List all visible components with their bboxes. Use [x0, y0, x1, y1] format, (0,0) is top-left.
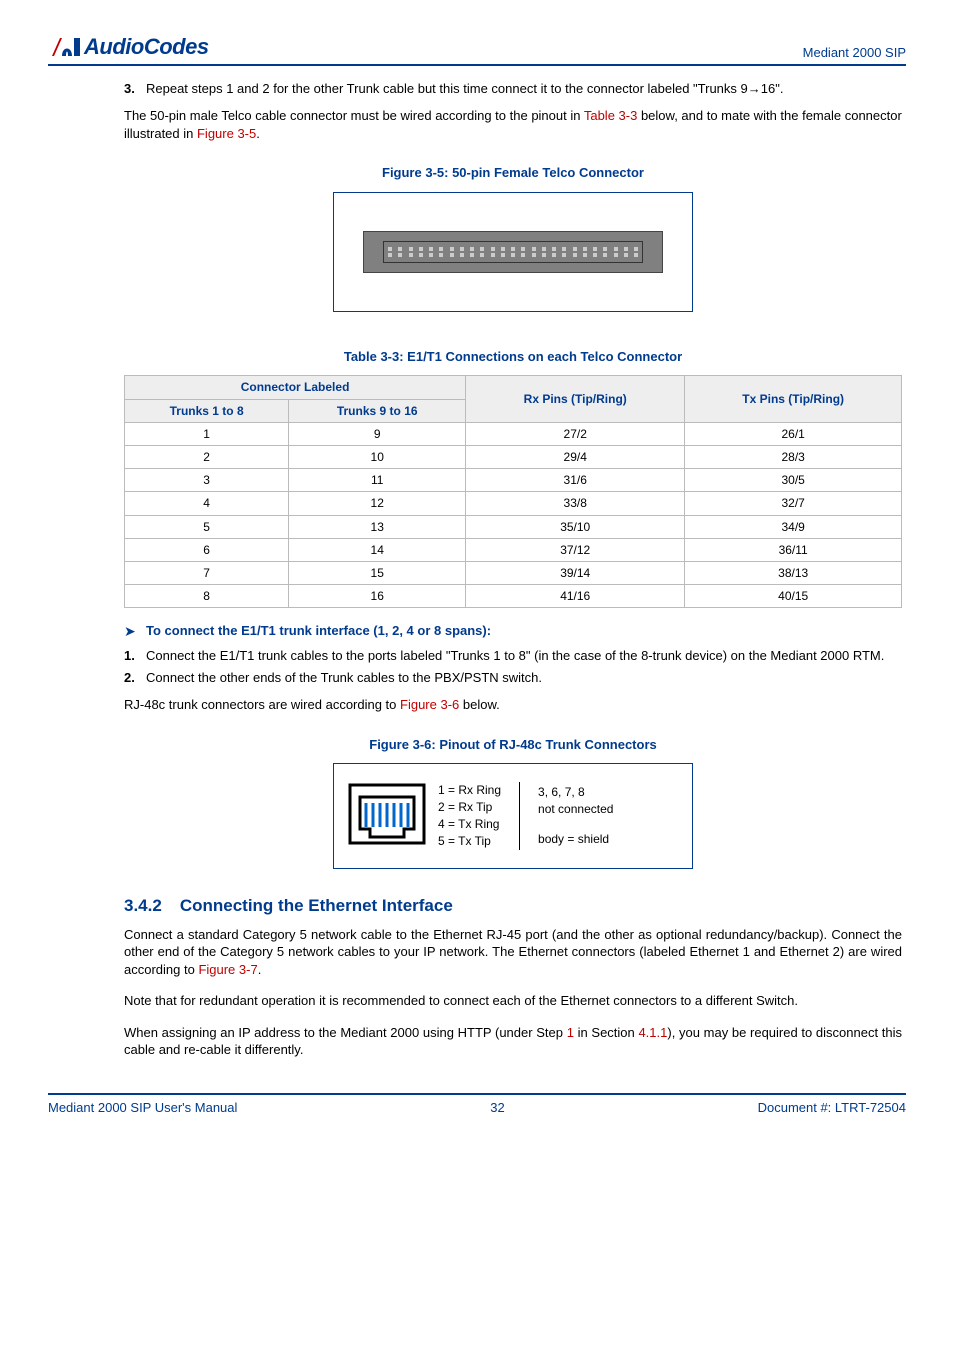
- step-2: 2. Connect the other ends of the Trunk c…: [124, 669, 902, 687]
- page-header: AudioCodes Mediant 2000 SIP: [48, 32, 906, 66]
- rj48-right-col: 3, 6, 7, 8 not connected body = shield: [538, 784, 613, 848]
- figure-3-6: 1 = Rx Ring 2 = Rx Tip 4 = Tx Ring 5 = T…: [333, 763, 693, 868]
- table-cell: 13: [289, 515, 466, 538]
- page-footer: Mediant 2000 SIP User's Manual 32 Docume…: [48, 1093, 906, 1117]
- table-cell: 2: [125, 445, 289, 468]
- footer-center: 32: [490, 1099, 504, 1117]
- table-cell: 11: [289, 469, 466, 492]
- header-product: Mediant 2000 SIP: [803, 44, 906, 62]
- th-trunks-9-16: Trunks 9 to 16: [289, 399, 466, 422]
- section-number: 3.4.2: [124, 896, 162, 915]
- table-cell: 3: [125, 469, 289, 492]
- ethernet-p1: Connect a standard Category 5 network ca…: [124, 926, 902, 979]
- step-number: 2.: [124, 669, 146, 687]
- table-cell: 27/2: [466, 422, 685, 445]
- figure-3-5: [333, 192, 693, 312]
- table-cell: 41/16: [466, 585, 685, 608]
- table-3-3-caption: Table 3-3: E1/T1 Connections on each Tel…: [124, 348, 902, 366]
- footer-right: Document #: LTRT-72504: [758, 1099, 906, 1117]
- table-3-3: Connector Labeled Rx Pins (Tip/Ring) Tx …: [124, 375, 902, 608]
- table-cell: 30/5: [685, 469, 902, 492]
- page-content: 3. Repeat steps 1 and 2 for the other Tr…: [48, 80, 906, 1059]
- link-section-4-1-1[interactable]: 4.1.1: [638, 1025, 667, 1040]
- table-row: 41233/832/7: [125, 492, 902, 515]
- table-cell: 26/1: [685, 422, 902, 445]
- section-3-4-2-heading: 3.4.2 Connecting the Ethernet Interface: [124, 895, 902, 918]
- logo-text: AudioCodes: [84, 32, 209, 62]
- table-cell: 12: [289, 492, 466, 515]
- telco-paragraph: The 50-pin male Telco cable connector mu…: [124, 107, 902, 142]
- table-row: 61437/1236/11: [125, 538, 902, 561]
- pin-strip: [383, 241, 643, 263]
- table-cell: 32/7: [685, 492, 902, 515]
- link-figure-3-7[interactable]: Figure 3-7: [198, 962, 257, 977]
- table-cell: 16: [289, 585, 466, 608]
- figure-3-5-caption: Figure 3-5: 50-pin Female Telco Connecto…: [124, 164, 902, 182]
- step-number: 3.: [124, 80, 146, 98]
- table-cell: 38/13: [685, 561, 902, 584]
- table-cell: 34/9: [685, 515, 902, 538]
- th-rx: Rx Pins (Tip/Ring): [466, 376, 685, 422]
- link-figure-3-5[interactable]: Figure 3-5: [197, 126, 256, 141]
- procedure-text: To connect the E1/T1 trunk interface (1,…: [146, 622, 491, 641]
- th-trunks-1-8: Trunks 1 to 8: [125, 399, 289, 422]
- table-cell: 35/10: [466, 515, 685, 538]
- table-cell: 9: [289, 422, 466, 445]
- step-text: Connect the other ends of the Trunk cabl…: [146, 669, 542, 687]
- table-cell: 37/12: [466, 538, 685, 561]
- th-tx: Tx Pins (Tip/Ring): [685, 376, 902, 422]
- table-cell: 40/15: [685, 585, 902, 608]
- th-connector-labeled: Connector Labeled: [125, 376, 466, 399]
- rj48-left-col: 1 = Rx Ring 2 = Rx Tip 4 = Tx Ring 5 = T…: [438, 782, 501, 849]
- table-cell: 29/4: [466, 445, 685, 468]
- table-row: 71539/1438/13: [125, 561, 902, 584]
- step-text: Repeat steps 1 and 2 for the other Trunk…: [146, 80, 783, 98]
- logo: AudioCodes: [48, 32, 209, 62]
- table-cell: 1: [125, 422, 289, 445]
- figure-3-6-caption: Figure 3-6: Pinout of RJ-48c Trunk Conne…: [124, 736, 902, 754]
- step-1: 1. Connect the E1/T1 trunk cables to the…: [124, 647, 902, 665]
- table-cell: 6: [125, 538, 289, 561]
- footer-left: Mediant 2000 SIP User's Manual: [48, 1099, 237, 1117]
- table-row: 1927/226/1: [125, 422, 902, 445]
- step-3: 3. Repeat steps 1 and 2 for the other Tr…: [124, 80, 902, 98]
- arrow-icon: ➤: [124, 622, 146, 641]
- ethernet-p3: When assigning an IP address to the Medi…: [124, 1024, 902, 1059]
- divider: [519, 782, 520, 849]
- table-cell: 39/14: [466, 561, 685, 584]
- table-cell: 14: [289, 538, 466, 561]
- table-cell: 4: [125, 492, 289, 515]
- telco-connector: [363, 231, 663, 273]
- link-figure-3-6[interactable]: Figure 3-6: [400, 697, 459, 712]
- table-row: 31131/630/5: [125, 469, 902, 492]
- table-row: 21029/428/3: [125, 445, 902, 468]
- table-cell: 8: [125, 585, 289, 608]
- step-number: 1.: [124, 647, 146, 665]
- rj48-paragraph: RJ-48c trunk connectors are wired accord…: [124, 696, 902, 714]
- table-cell: 28/3: [685, 445, 902, 468]
- link-table-3-3[interactable]: Table 3-3: [584, 108, 637, 123]
- ethernet-p2: Note that for redundant operation it is …: [124, 992, 902, 1010]
- step-text: Connect the E1/T1 trunk cables to the po…: [146, 647, 884, 665]
- table-cell: 15: [289, 561, 466, 584]
- section-title: Connecting the Ethernet Interface: [180, 896, 453, 915]
- rj48-icon: [348, 783, 426, 849]
- table-cell: 5: [125, 515, 289, 538]
- procedure-heading: ➤ To connect the E1/T1 trunk interface (…: [124, 622, 902, 641]
- link-step-1[interactable]: 1: [567, 1025, 574, 1040]
- table-cell: 31/6: [466, 469, 685, 492]
- table-row: 51335/1034/9: [125, 515, 902, 538]
- table-cell: 33/8: [466, 492, 685, 515]
- table-cell: 7: [125, 561, 289, 584]
- logo-icon: [48, 34, 82, 60]
- table-row: 81641/1640/15: [125, 585, 902, 608]
- table-cell: 36/11: [685, 538, 902, 561]
- table-cell: 10: [289, 445, 466, 468]
